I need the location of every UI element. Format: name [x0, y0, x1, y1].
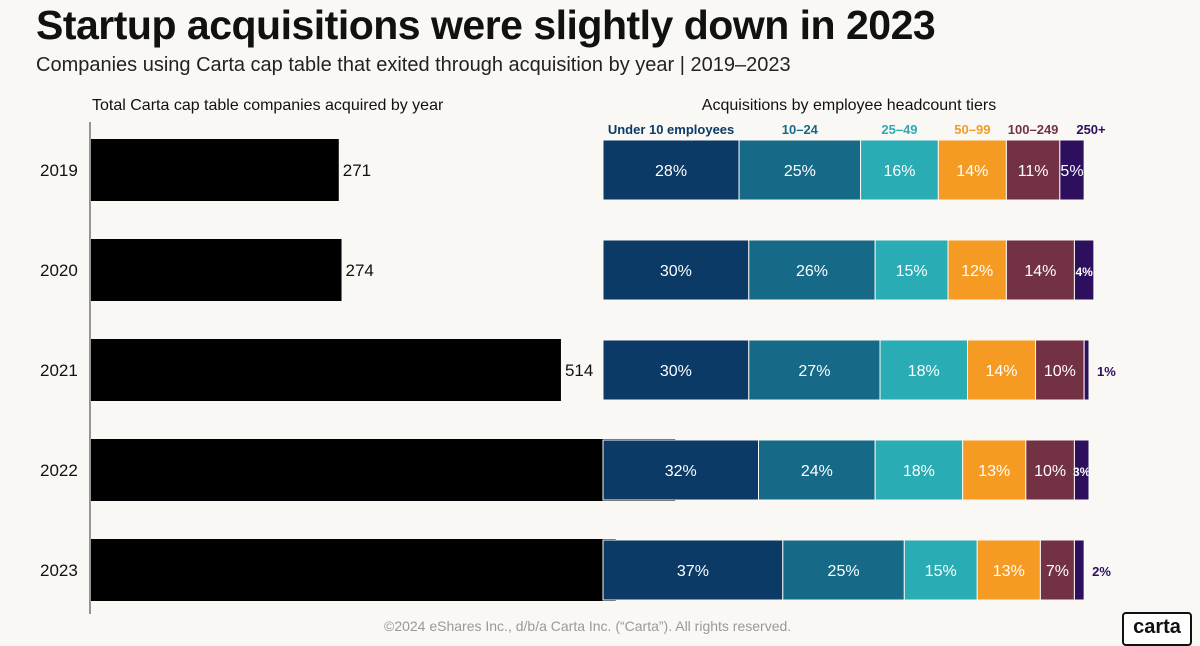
- segment-label-2020-3: 12%: [961, 263, 993, 280]
- segment-2020-4: [1005, 239, 1075, 301]
- segment-2021-5: [1083, 339, 1090, 401]
- total-value-2020: 274: [346, 261, 374, 280]
- segment-label-2019-3: 14%: [956, 163, 988, 180]
- segment-label-2021-2: 18%: [908, 363, 940, 380]
- segment-label-2020-1: 26%: [796, 263, 828, 280]
- year-label-2019: 2019: [40, 161, 78, 180]
- segment-2021-2: [879, 339, 969, 401]
- legend-label-1: 10–24: [782, 122, 819, 137]
- segment-label-2020-2: 15%: [896, 263, 928, 280]
- segment-label-2021-3: 14%: [986, 363, 1018, 380]
- segment-2021-3: [967, 339, 1037, 401]
- segment-label-2021-0: 30%: [660, 363, 692, 380]
- total-value-2019: 271: [343, 161, 371, 180]
- total-bar-2019: [91, 139, 339, 201]
- year-label-2022: 2022: [40, 461, 78, 480]
- segment-label-2022-4: 10%: [1034, 463, 1066, 480]
- chart-title: Startup acquisitions were slightly down …: [36, 2, 936, 48]
- year-label-2021: 2021: [40, 361, 78, 380]
- segment-2022-5: [1073, 439, 1090, 501]
- legend-label-2: 25–49: [881, 122, 917, 137]
- segment-label-2019-1: 25%: [784, 163, 816, 180]
- segment-2020-2: [874, 239, 949, 301]
- segment-label-2022-0: 32%: [665, 463, 697, 480]
- year-label-2023: 2023: [40, 561, 78, 580]
- carta-logo: carta: [1122, 612, 1192, 646]
- segment-2022-0: [602, 439, 760, 501]
- legend-label-0: Under 10 employees: [608, 122, 734, 137]
- segment-2021-4: [1035, 339, 1085, 401]
- segment-2023-2: [903, 539, 978, 601]
- segment-label-2021-4: 10%: [1044, 363, 1076, 380]
- charts-area: Total Carta cap table companies acquired…: [40, 97, 1116, 614]
- segment-label-2022-1: 24%: [801, 463, 833, 480]
- segment-2020-1: [748, 239, 876, 301]
- legend-label-5: 250+: [1076, 122, 1106, 137]
- segment-label-2020-5: 4%: [1075, 265, 1093, 279]
- segment-2021-1: [748, 339, 881, 401]
- segment-label-2021-1: 27%: [798, 363, 830, 380]
- segment-label-2019-2: 16%: [883, 163, 915, 180]
- legend-label-4: 100–249: [1008, 122, 1059, 137]
- total-value-2021: 514: [565, 361, 593, 380]
- segment-label-2023-5: 2%: [1092, 564, 1111, 579]
- total-bar-2020: [91, 239, 342, 301]
- segment-2019-1: [738, 139, 862, 201]
- segment-label-2020-4: 14%: [1024, 263, 1056, 280]
- segment-label-2023-0: 37%: [677, 563, 709, 580]
- total-bar-2022: [91, 439, 676, 501]
- total-bar-2023: [91, 539, 616, 601]
- right-chart-title: Acquisitions by employee headcount tiers: [702, 97, 996, 114]
- segment-label-2023-2: 15%: [925, 563, 957, 580]
- segment-2022-4: [1025, 439, 1075, 501]
- legend-label-3: 50–99: [954, 122, 990, 137]
- segment-2020-5: [1073, 239, 1095, 301]
- segment-label-2019-5: 5%: [1060, 163, 1083, 180]
- total-bar-2021: [91, 339, 561, 401]
- year-label-2020: 2020: [40, 261, 78, 280]
- segment-label-2022-2: 18%: [903, 463, 935, 480]
- segment-2022-1: [758, 439, 876, 501]
- chart-subtitle: Companies using Carta cap table that exi…: [36, 54, 791, 76]
- segment-label-2019-4: 11%: [1018, 163, 1049, 180]
- copyright-notice: ©2024 eShares Inc., d/b/a Carta Inc. (“C…: [384, 618, 792, 634]
- segment-label-2022-3: 13%: [978, 463, 1010, 480]
- segment-label-2021-5: 1%: [1097, 364, 1116, 379]
- segment-label-2023-1: 25%: [828, 563, 860, 580]
- segment-2022-3: [962, 439, 1027, 501]
- segment-2021-0: [602, 339, 750, 401]
- segment-label-2019-0: 28%: [655, 163, 687, 180]
- segment-2019-2: [860, 139, 939, 201]
- segment-2019-3: [937, 139, 1007, 201]
- segment-2019-4: [1005, 139, 1061, 201]
- segment-2020-3: [947, 239, 1007, 301]
- left-chart-title: Total Carta cap table companies acquired…: [92, 97, 444, 114]
- segment-2020-0: [602, 239, 750, 301]
- segment-label-2023-4: 7%: [1046, 563, 1069, 580]
- segment-label-2023-3: 13%: [993, 563, 1025, 580]
- segment-2019-5: [1059, 139, 1085, 201]
- segment-label-2022-5: 3%: [1073, 465, 1091, 479]
- segment-label-2020-0: 30%: [660, 263, 692, 280]
- segment-2023-5: [1073, 539, 1085, 601]
- segment-2023-1: [782, 539, 905, 601]
